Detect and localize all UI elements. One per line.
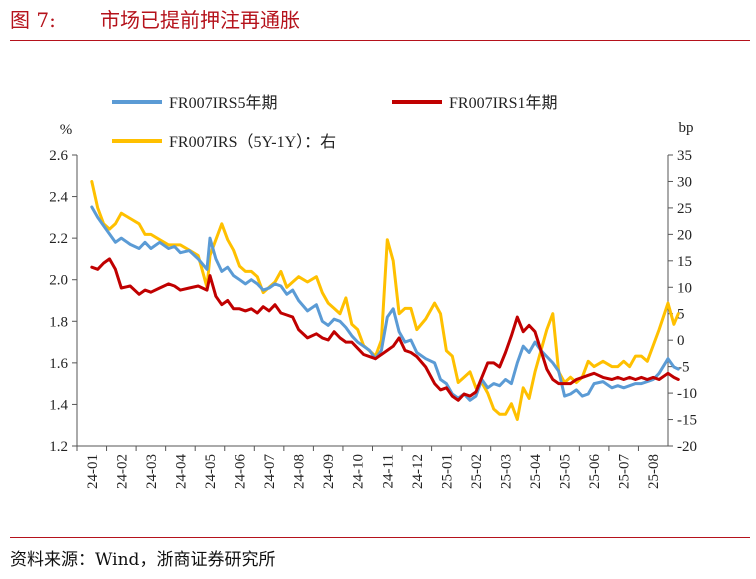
left-tick-label: 1.8 (49, 314, 68, 330)
x-tick-label: 24-02 (114, 454, 130, 489)
legend-label: FR007IRS5年期 (169, 94, 277, 112)
right-tick-label: 30 (677, 174, 692, 190)
title-rule (10, 40, 750, 41)
left-axis-unit: % (60, 122, 73, 138)
right-tick-label: 10 (677, 280, 692, 296)
figure-title-text: 市场已提前押注再通胀 (100, 8, 300, 32)
left-tick-label: 1.6 (49, 356, 68, 372)
plot-frame (76, 155, 669, 447)
line-chart: 1.2 1.4 1.6 1.8 2.0 2.2 2.4 2.6 -20 -15 -10 -5 0 5 10 1… (49, 94, 697, 489)
right-tick-label: 5 (677, 307, 685, 323)
x-tick-label: 25-04 (528, 454, 544, 489)
x-tick-label: 24-10 (351, 454, 367, 489)
left-tick-label: 2.2 (49, 231, 68, 247)
left-tick-label: 1.2 (49, 439, 68, 455)
x-tick-label: 25-05 (558, 454, 574, 489)
source-rule (10, 537, 750, 538)
left-tick-label: 2.6 (49, 148, 68, 164)
x-tick-label: 25-03 (498, 454, 514, 489)
left-tick-label: 2.0 (49, 273, 68, 289)
x-tick-label: 24-05 (203, 454, 219, 489)
x-tick-label: 25-02 (469, 454, 485, 489)
x-tick-label: 24-07 (262, 454, 278, 489)
x-tick-label: 24-06 (233, 454, 249, 489)
x-tick-label: 25-01 (439, 454, 455, 489)
right-tick-label: -15 (677, 413, 697, 429)
right-tick-label: 0 (677, 333, 685, 349)
left-tick-label: 2.4 (49, 190, 68, 206)
right-axis-unit: bp (679, 120, 694, 136)
right-tick-label: 35 (677, 148, 692, 164)
x-tick-label: 25-06 (587, 454, 603, 489)
x-tick-label: 24-03 (144, 454, 160, 489)
axis-ticks: 1.2 1.4 1.6 1.8 2.0 2.2 2.4 2.6 -20 -15 -10 -5 0 5 10 1… (49, 148, 697, 489)
left-tick-label: 1.4 (49, 397, 68, 413)
right-tick-label: -20 (677, 439, 697, 455)
x-tick-label: 24-08 (292, 454, 308, 489)
series-line (90, 205, 680, 402)
x-tick-label: 25-07 (617, 454, 633, 489)
series-line (90, 180, 680, 421)
right-tick-label: 25 (677, 201, 692, 217)
right-tick-label: 15 (677, 254, 692, 270)
right-tick-label: 20 (677, 227, 692, 243)
legend-label: FR007IRS1年期 (449, 94, 557, 112)
x-tick-label: 24-12 (410, 454, 426, 489)
x-tick-label: 24-11 (380, 454, 396, 488)
legend-label: FR007IRS（5Y-1Y）：右 (169, 133, 336, 151)
right-tick-label: -5 (677, 360, 690, 376)
source-note: 资料来源：Wind，浙商证券研究所 (10, 550, 276, 570)
series-lines (90, 180, 680, 421)
series-line (90, 257, 680, 402)
x-tick-label: 25-08 (646, 454, 662, 489)
right-tick-label: -10 (677, 386, 697, 402)
x-tick-label: 24-09 (321, 454, 337, 489)
x-tick-label: 24-01 (85, 454, 101, 489)
legend: FR007IRS5年期 FR007IRS1年期 FR007IRS（5Y-1Y）：右 (112, 94, 557, 151)
figure-title: 图 7: 市场已提前押注再通胀 (10, 2, 300, 38)
figure-number: 图 7: (10, 8, 56, 32)
x-tick-label: 24-04 (173, 454, 189, 489)
